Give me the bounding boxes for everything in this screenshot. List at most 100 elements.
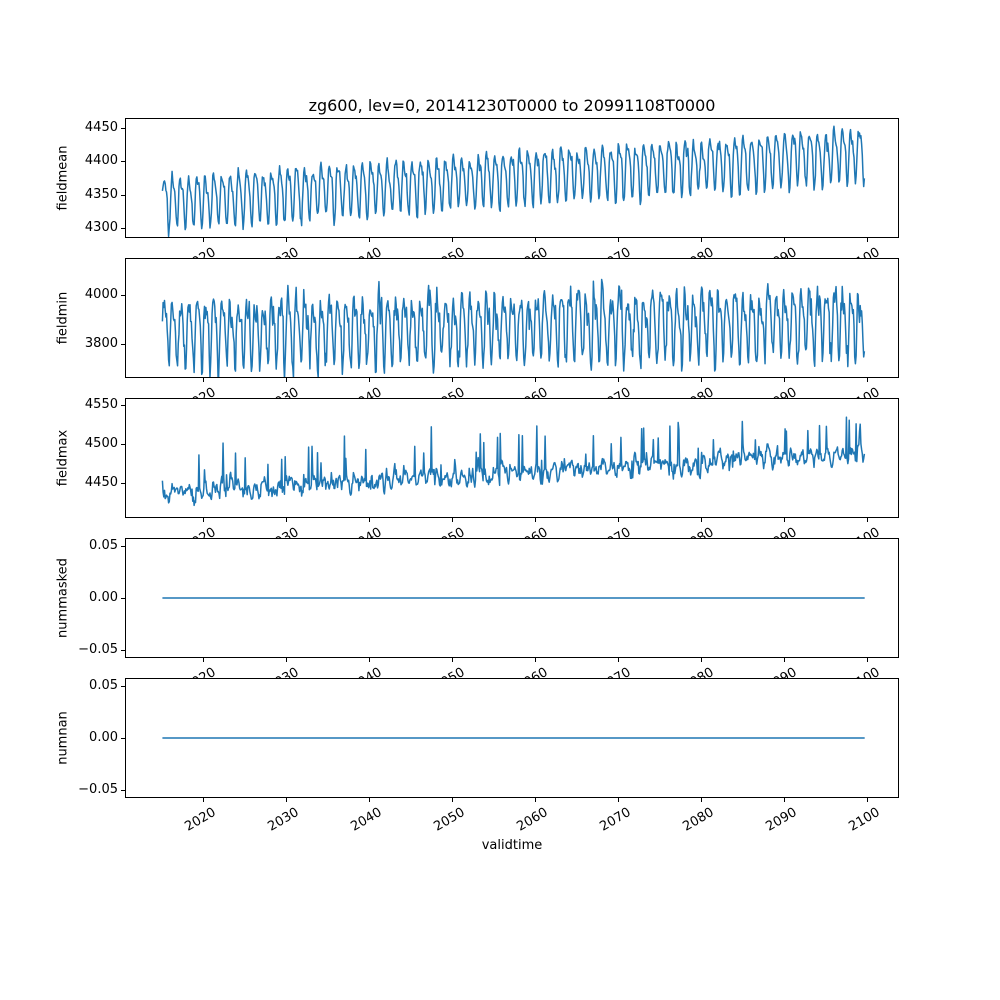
x-tick-mark <box>202 238 204 242</box>
x-tick-label: 2100 <box>846 525 882 538</box>
x-tick-mark <box>534 658 536 662</box>
x-tick-label: 2060 <box>514 245 550 258</box>
x-tick-mark <box>451 798 453 802</box>
y-tick-label: 4450 <box>84 120 118 135</box>
x-tick-label: 2020 <box>182 665 218 678</box>
plot-area-nummasked <box>162 597 865 599</box>
subplot-fieldmax <box>125 398 899 518</box>
x-tick-label: 2060 <box>514 525 550 538</box>
x-tick-mark <box>202 378 204 382</box>
x-tick-mark <box>534 798 536 802</box>
y-tick-label: 4400 <box>84 153 118 168</box>
x-tick-mark <box>534 518 536 522</box>
x-tick-label: 2050 <box>431 665 467 678</box>
x-tick-mark <box>866 798 868 802</box>
x-tick-label: 2080 <box>680 805 717 835</box>
y-tick-label: 4450 <box>84 475 118 490</box>
plot-area-fieldmax <box>161 416 866 507</box>
x-axis-label: validtime <box>481 838 543 853</box>
x-tick-label: 2070 <box>597 525 633 538</box>
y-tick-label: −0.05 <box>78 642 118 657</box>
x-tick-label: 2070 <box>597 245 633 258</box>
plot-area-numnan <box>162 737 865 739</box>
x-tick-label: 2070 <box>597 805 634 835</box>
x-tick-label: 2090 <box>763 665 799 678</box>
x-tick-mark <box>534 238 536 242</box>
x-tick-mark <box>368 518 370 522</box>
x-tick-label: 2030 <box>265 525 301 538</box>
y-tick-mark <box>121 295 125 296</box>
y-tick-label: 0.05 <box>89 538 118 553</box>
figure-title: zg600, lev=0, 20141230T0000 to 20991108T… <box>308 96 716 115</box>
x-tick-label: 2080 <box>680 665 716 678</box>
y-tick-mark <box>121 546 125 547</box>
x-tick-mark <box>202 658 204 662</box>
x-tick-label: 2050 <box>431 525 467 538</box>
y-tick-label: 0.05 <box>89 678 118 693</box>
x-tick-label: 2080 <box>680 525 716 538</box>
x-tick-label: 2040 <box>348 525 384 538</box>
x-tick-mark <box>617 658 619 662</box>
x-tick-mark <box>451 658 453 662</box>
y-axis-title-nummasked: nummasked <box>55 558 71 638</box>
x-tick-mark <box>866 658 868 662</box>
x-tick-mark <box>783 798 785 802</box>
x-tick-label: 2090 <box>763 525 799 538</box>
x-tick-mark <box>617 378 619 382</box>
y-axis-title-fieldmax: fieldmax <box>55 429 71 487</box>
plot-area-fieldmean <box>161 125 866 237</box>
x-tick-label: 2050 <box>431 245 467 258</box>
x-tick-label: 2030 <box>265 805 302 835</box>
y-tick-mark <box>121 228 125 229</box>
x-tick-label: 2100 <box>845 805 883 835</box>
y-tick-mark <box>121 128 125 129</box>
x-tick-label-row: 2020 2030 2040 2050 2060 2070 2080 2090 2100 <box>125 245 929 258</box>
y-tick-mark <box>121 344 125 345</box>
line-fieldmean <box>161 125 866 237</box>
x-tick-mark <box>285 518 287 522</box>
x-tick-label-row: 2020 2030 2040 2050 2060 2070 2080 2090 2100 <box>125 805 929 845</box>
x-tick-label: 2060 <box>514 665 550 678</box>
x-tick-mark <box>866 378 868 382</box>
x-tick-label: 2020 <box>182 245 218 258</box>
plot-area-fieldmin <box>161 278 866 377</box>
x-tick-label: 2040 <box>348 245 384 258</box>
y-tick-mark <box>121 483 125 484</box>
y-tick-mark <box>121 195 125 196</box>
subplot-numnan <box>125 678 899 798</box>
x-tick-label-row: 2020 2030 2040 2050 2060 2070 2080 2090 2100 <box>125 525 929 538</box>
x-tick-mark <box>368 658 370 662</box>
x-tick-mark <box>451 238 453 242</box>
x-tick-label: 2090 <box>763 245 799 258</box>
x-tick-mark <box>202 798 204 802</box>
x-tick-label: 2060 <box>514 385 550 398</box>
x-tick-label: 2100 <box>846 385 882 398</box>
y-tick-mark <box>121 161 125 162</box>
x-tick-mark <box>700 378 702 382</box>
x-tick-label: 2020 <box>182 385 218 398</box>
y-tick-mark <box>121 650 125 651</box>
x-tick-label-row: 2020 2030 2040 2050 2060 2070 2080 2090 2100 <box>125 665 929 678</box>
y-tick-mark <box>121 790 125 791</box>
line-fieldmax <box>161 416 866 507</box>
x-tick-label: 2070 <box>597 665 633 678</box>
x-tick-mark <box>617 798 619 802</box>
x-tick-label: 2050 <box>431 385 467 398</box>
x-tick-label: 2030 <box>265 245 301 258</box>
x-tick-label: 2020 <box>182 525 218 538</box>
x-tick-mark <box>783 658 785 662</box>
y-tick-label: 0.00 <box>89 590 118 605</box>
subplot-fieldmin <box>125 258 899 378</box>
x-tick-label-row: 2020 2030 2040 2050 2060 2070 2080 2090 2100 <box>125 385 929 398</box>
x-tick-label: 2040 <box>348 385 384 398</box>
x-tick-label: 2030 <box>265 665 301 678</box>
x-tick-mark <box>451 518 453 522</box>
y-tick-label: 4550 <box>84 397 118 412</box>
x-tick-label: 2030 <box>265 385 301 398</box>
x-tick-mark <box>285 238 287 242</box>
x-tick-mark <box>783 518 785 522</box>
subplot-fieldmean <box>125 118 899 238</box>
y-tick-mark <box>121 405 125 406</box>
y-tick-label: −0.05 <box>78 782 118 797</box>
